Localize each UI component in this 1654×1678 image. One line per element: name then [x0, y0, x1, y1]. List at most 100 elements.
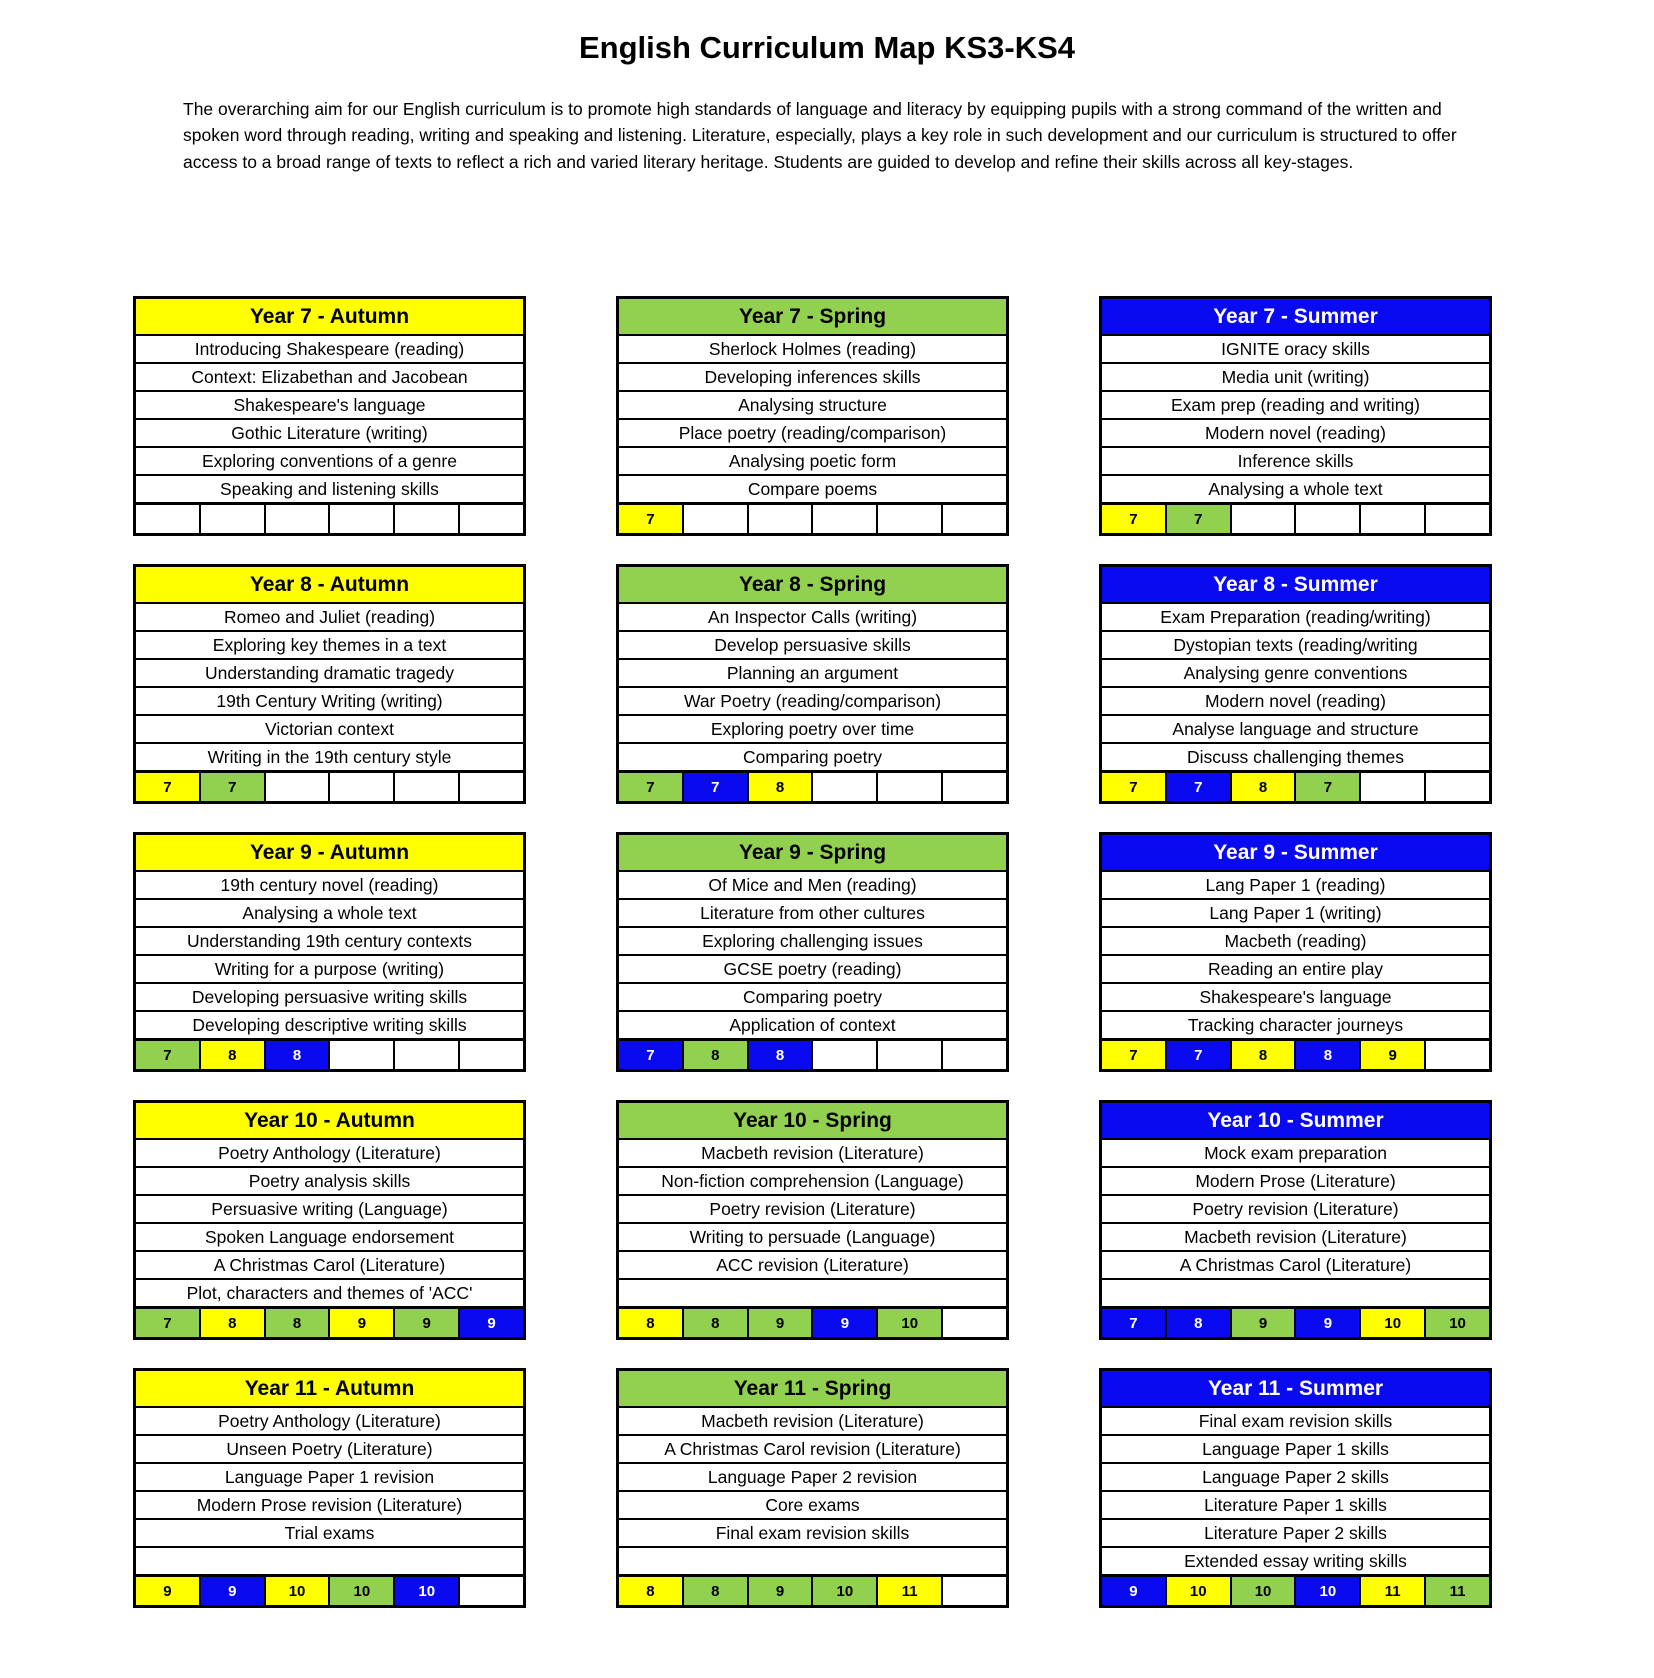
- curriculum-block: Year 11 - Summer Final exam revision ski…: [1099, 1368, 1492, 1608]
- term-marker-cell: 8: [200, 1309, 266, 1337]
- unit-row: Final exam revision skills: [1102, 1408, 1489, 1436]
- unit-row: Media unit (writing): [1102, 364, 1489, 392]
- term-marker-cell: [813, 773, 879, 801]
- unit-row: Poetry revision (Literature): [619, 1196, 1006, 1224]
- curriculum-block: Year 8 - Summer Exam Preparation (readin…: [1099, 564, 1492, 804]
- term-marker-row: 7: [619, 504, 1006, 533]
- term-marker-row: 8 8 9 10 11: [619, 1576, 1006, 1605]
- term-marker-cell: 10: [1426, 1309, 1489, 1337]
- unit-row: Mock exam preparation: [1102, 1140, 1489, 1168]
- unit-rows: Macbeth revision (Literature) A Christmas…: [619, 1408, 1006, 1576]
- term-marker-cell: 7: [1296, 773, 1362, 801]
- block-title: Year 9 - Autumn: [136, 835, 523, 872]
- unit-row: Developing inferences skills: [619, 364, 1006, 392]
- unit-row: Developing persuasive writing skills: [136, 984, 523, 1012]
- term-marker-cell: 8: [1231, 1041, 1297, 1069]
- term-marker-cell: [265, 505, 331, 533]
- term-marker-cell: 8: [265, 1309, 331, 1337]
- curriculum-block: Year 9 - Summer Lang Paper 1 (reading) La…: [1099, 832, 1492, 1072]
- unit-row: Analysing poetic form: [619, 448, 1006, 476]
- term-marker-cell: 11: [878, 1577, 944, 1605]
- curriculum-grid: Year 7 - Autumn Introducing Shakespeare …: [133, 296, 1492, 1608]
- term-marker-cell: [878, 773, 944, 801]
- term-marker-row: 8 8 9 9 10: [619, 1308, 1006, 1337]
- unit-rows: Exam Preparation (reading/writing) Dystop…: [1102, 604, 1489, 772]
- unit-row: Lang Paper 1 (writing): [1102, 900, 1489, 928]
- term-marker-cell: 8: [265, 1041, 331, 1069]
- unit-rows: Final exam revision skills Language Paper…: [1102, 1408, 1489, 1576]
- curriculum-block: Year 9 - Autumn 19th century novel (read…: [133, 832, 526, 1072]
- unit-row: Shakespeare's language: [136, 392, 523, 420]
- unit-row: Develop persuasive skills: [619, 632, 1006, 660]
- intro-paragraph: The overarching aim for our English curr…: [183, 99, 1457, 172]
- term-marker-cell: 7: [619, 505, 684, 533]
- unit-row: Gothic Literature (writing): [136, 420, 523, 448]
- term-marker-cell: 7: [619, 1041, 684, 1069]
- unit-rows: Lang Paper 1 (reading) Lang Paper 1 (writ…: [1102, 872, 1489, 1040]
- term-marker-cell: [813, 505, 879, 533]
- curriculum-block: Year 9 - Spring Of Mice and Men (reading…: [616, 832, 1009, 1072]
- term-marker-cell: [136, 505, 201, 533]
- unit-row: Literature Paper 2 skills: [1102, 1520, 1489, 1548]
- term-marker-cell: 8: [748, 1041, 814, 1069]
- unit-row: Understanding 19th century contexts: [136, 928, 523, 956]
- term-marker-cell: 7: [1102, 1041, 1167, 1069]
- unit-row: Dystopian texts (reading/writing: [1102, 632, 1489, 660]
- curriculum-block: Year 7 - Spring Sherlock Holmes (reading…: [616, 296, 1009, 536]
- unit-row: Planning an argument: [619, 660, 1006, 688]
- unit-row: Victorian context: [136, 716, 523, 744]
- term-marker-cell: 7: [1102, 773, 1167, 801]
- unit-row: Macbeth revision (Literature): [619, 1408, 1006, 1436]
- term-marker-cell: 11: [1426, 1577, 1489, 1605]
- unit-row: Poetry analysis skills: [136, 1168, 523, 1196]
- unit-row: An Inspector Calls (writing): [619, 604, 1006, 632]
- block-title: Year 7 - Spring: [619, 299, 1006, 336]
- term-marker-cell: [1361, 773, 1427, 801]
- term-marker-cell: 9: [1361, 1041, 1427, 1069]
- curriculum-block: Year 7 - Summer IGNITE oracy skills Media…: [1099, 296, 1492, 536]
- block-title: Year 9 - Spring: [619, 835, 1006, 872]
- unit-row: Literature from other cultures: [619, 900, 1006, 928]
- term-marker-cell: [395, 505, 461, 533]
- term-marker-cell: 8: [619, 1577, 684, 1605]
- term-marker-cell: [200, 505, 266, 533]
- term-marker-cell: 10: [1296, 1577, 1362, 1605]
- unit-rows: 19th century novel (reading) Analysing a …: [136, 872, 523, 1040]
- unit-row: Core exams: [619, 1492, 1006, 1520]
- unit-row: Romeo and Juliet (reading): [136, 604, 523, 632]
- term-marker-cell: 9: [748, 1577, 814, 1605]
- unit-row: Literature Paper 1 skills: [1102, 1492, 1489, 1520]
- block-title: Year 10 - Spring: [619, 1103, 1006, 1140]
- block-title: Year 8 - Spring: [619, 567, 1006, 604]
- term-marker-cell: 10: [265, 1577, 331, 1605]
- unit-row: Exploring key themes in a text: [136, 632, 523, 660]
- unit-row: Poetry Anthology (Literature): [136, 1140, 523, 1168]
- unit-row: Exam prep (reading and writing): [1102, 392, 1489, 420]
- unit-rows: Sherlock Holmes (reading) Developing infe…: [619, 336, 1006, 504]
- term-marker-cell: [395, 773, 461, 801]
- unit-row: Discuss challenging themes: [1102, 744, 1489, 772]
- term-marker-cell: 8: [1166, 1309, 1232, 1337]
- term-marker-cell: [265, 773, 331, 801]
- unit-row: Modern Prose revision (Literature): [136, 1492, 523, 1520]
- unit-rows: Of Mice and Men (reading) Literature from…: [619, 872, 1006, 1040]
- unit-row: Modern Prose (Literature): [1102, 1168, 1489, 1196]
- term-marker-cell: 9: [1296, 1309, 1362, 1337]
- unit-row: [619, 1280, 1006, 1308]
- block-title: Year 7 - Autumn: [136, 299, 523, 336]
- unit-row: Analysing genre conventions: [1102, 660, 1489, 688]
- unit-row: Inference skills: [1102, 448, 1489, 476]
- term-marker-cell: 8: [1296, 1041, 1362, 1069]
- unit-row: [619, 1548, 1006, 1576]
- term-marker-cell: [943, 505, 1006, 533]
- term-marker-cell: [943, 1309, 1006, 1337]
- unit-row: Poetry Anthology (Literature): [136, 1408, 523, 1436]
- term-marker-row: 7 8 9 9 10 10: [1102, 1308, 1489, 1337]
- term-marker-cell: [748, 505, 814, 533]
- block-title: Year 11 - Summer: [1102, 1371, 1489, 1408]
- unit-row: Language Paper 1 skills: [1102, 1436, 1489, 1464]
- term-marker-cell: 7: [1166, 505, 1232, 533]
- unit-row: A Christmas Carol revision (Literature): [619, 1436, 1006, 1464]
